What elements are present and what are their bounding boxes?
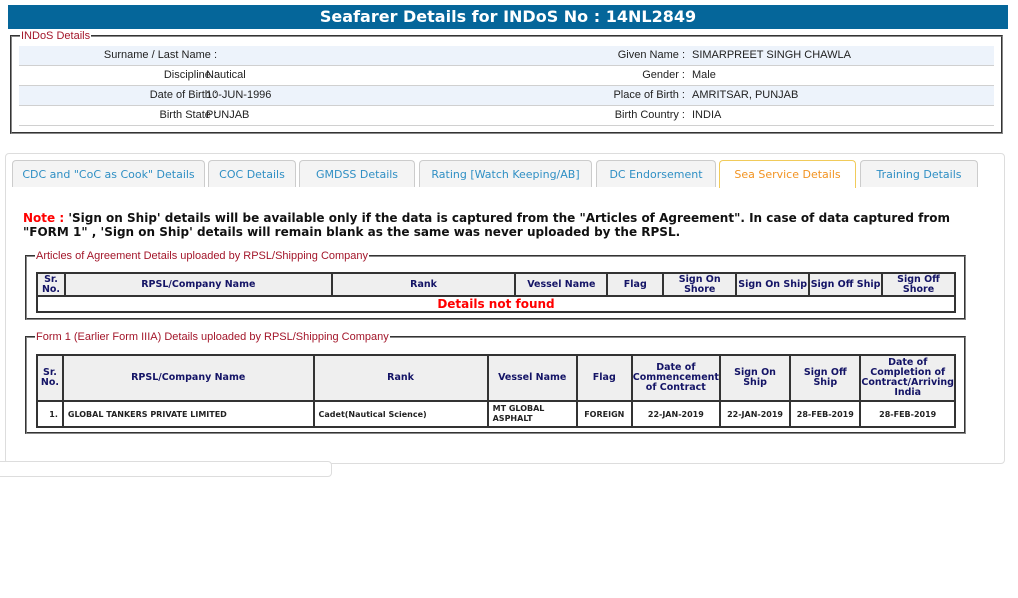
field-label: Place of Birth : [613,89,685,101]
field-value: INDIA [692,109,722,121]
table-cell: 22-JAN-2019 [718,400,792,428]
column-header: Sign On Ship [735,272,811,297]
indos-row: Discipline : Nautical Gender : Male [19,66,994,86]
column-header: Sign Off Ship [789,354,862,402]
articles-header-row: Sr. No. RPSL/Company Name Rank Vessel Name F… [36,272,956,297]
column-header: Sign On Shore [662,272,738,297]
tab-panel [5,153,1005,464]
field-label: Date of Birth : [149,89,217,101]
column-header: Sr. No. [36,272,66,297]
articles-empty-row: Details not found [36,295,956,313]
page-title: Seafarer Details for INDoS No : 14NL2849 [8,5,1008,29]
tab-cdc-and-coc-as-cook-details[interactable]: CDC and "CoC as Cook" Details [12,160,205,187]
field-label: Birth State : [159,109,217,121]
table-cell: MT GLOBAL ASPHALT [486,400,578,428]
column-header: Sr. No. [36,354,64,402]
indos-row: Birth State : PUNJAB Birth Country : IND… [19,106,994,126]
note-text: 'Sign on Ship' details will be available… [23,211,951,239]
tab-coc-details[interactable]: COC Details [208,160,296,187]
column-header: Date of Commencement of Contract [630,354,721,402]
field-label: Discipline : [163,69,217,81]
column-header: Sign On Ship [718,354,792,402]
table-cell: Cadet(Nautical Science) [312,400,489,428]
field-label: Birth Country : [614,109,685,121]
column-header: Flag [575,354,633,402]
form1-fieldset: Form 1 (Earlier Form IIIA) Details uploa… [25,331,966,434]
tab-dc-endorsement[interactable]: DC Endorsement [596,160,716,187]
note-label: Note : [23,211,65,225]
field-value: AMRITSAR, PUNJAB [692,89,799,101]
tab-training-details[interactable]: Training Details [860,160,978,187]
articles-fieldset: Articles of Agreement Details uploaded b… [25,250,966,320]
table-cell: FOREIGN [575,400,633,428]
browser-status-bar [0,461,332,477]
column-header: RPSL/Company Name [63,272,333,297]
column-header: Rank [312,354,489,402]
table-row: 1. GLOBAL TANKERS PRIVATE LIMITED Cadet(Na… [36,400,956,428]
form1-legend: Form 1 (Earlier Form IIIA) Details uploa… [36,331,389,343]
indos-details-legend: INDoS Details [21,30,91,42]
column-header: Sign Off Ship [808,272,884,297]
column-header: Sign Off Shore [881,272,956,297]
table-cell: 1. [36,400,64,428]
articles-table: Sr. No. RPSL/Company Name Rank Vessel Name F… [36,272,956,313]
details-not-found: Details not found [36,295,956,313]
field-value: SIMARPREET SINGH CHAWLA [692,49,851,61]
field-value: Nautical [206,69,246,81]
column-header: Flag [606,272,665,297]
form1-header-row: Sr. No. RPSL/Company Name Rank Vessel Name F… [36,354,956,402]
column-header: Date of Completion of Contract/Arriving … [859,354,956,402]
table-cell: 22-JAN-2019 [630,400,721,428]
column-header: RPSL/Company Name [61,354,315,402]
tab-gmdss-details[interactable]: GMDSS Details [299,160,415,187]
articles-legend: Articles of Agreement Details uploaded b… [36,250,369,262]
indos-row: Date of Birth : 10-JUN-1996 Place of Bir… [19,86,994,106]
indos-row: Surname / Last Name : Given Name : SIMAR… [19,46,994,66]
sea-service-note: Note : 'Sign on Ship' details will be av… [23,211,983,239]
field-label: Gender : [642,69,685,81]
indos-details-fieldset: INDoS Details [10,30,1003,134]
tab-sea-service-details[interactable]: Sea Service Details [719,160,856,188]
column-header: Vessel Name [486,354,578,402]
form1-table: Sr. No. RPSL/Company Name Rank Vessel Name F… [36,354,956,428]
tab-rating-watch-keeping-ab[interactable]: Rating [Watch Keeping/AB] [419,160,592,187]
column-header: Vessel Name [514,272,609,297]
field-value: Male [692,69,716,81]
column-header: Rank [330,272,517,297]
field-label: Surname / Last Name : [103,49,217,61]
field-value: PUNJAB [206,109,250,121]
table-cell: 28-FEB-2019 [859,400,956,428]
table-cell: 28-FEB-2019 [789,400,862,428]
field-value: 10-JUN-1996 [206,89,272,101]
field-label: Given Name : [617,49,685,61]
table-cell: GLOBAL TANKERS PRIVATE LIMITED [61,400,315,428]
